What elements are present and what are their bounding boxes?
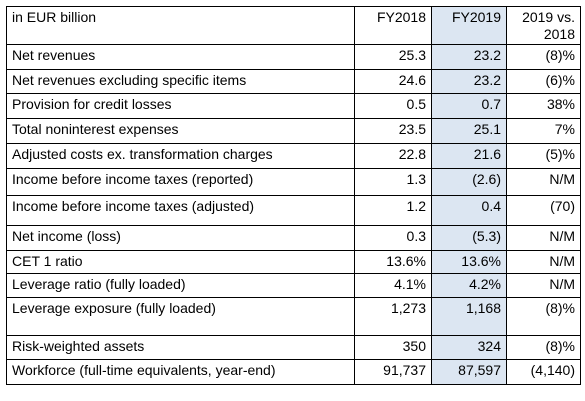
row-fy2018: 24.6 xyxy=(354,69,432,94)
row-change: (4,140) xyxy=(506,359,581,385)
row-fy2018: 0.3 xyxy=(354,225,432,251)
row-fy2019: 0.4 xyxy=(431,195,507,226)
row-fy2018: 1,273 xyxy=(354,297,432,336)
row-change: N/M xyxy=(506,225,581,251)
row-fy2018: 22.8 xyxy=(354,143,432,169)
header-unit: in EUR billion xyxy=(6,6,355,45)
row-fy2019: 87,597 xyxy=(431,359,507,385)
table-row: Income before income taxes (adjusted) 1.… xyxy=(6,195,581,226)
row-fy2018: 350 xyxy=(354,335,432,360)
row-fy2018: 1.3 xyxy=(354,168,432,196)
row-change: (6)% xyxy=(506,69,581,94)
row-fy2018: 1.2 xyxy=(354,195,432,226)
row-fy2019: 1,168 xyxy=(431,297,507,336)
row-fy2018: 23.5 xyxy=(354,118,432,144)
row-fy2019: 23.2 xyxy=(431,44,507,70)
table-row: Income before income taxes (reported) 1.… xyxy=(6,168,581,196)
row-fy2019: (2.6) xyxy=(431,168,507,196)
row-fy2018: 4.1% xyxy=(354,273,432,298)
row-change: (8)% xyxy=(506,44,581,70)
row-fy2019: 0.7 xyxy=(431,93,507,119)
table-row: Adjusted costs ex. transformation charge… xyxy=(6,143,581,169)
row-fy2019: 13.6% xyxy=(431,250,507,274)
row-label: Workforce (full-time equivalents, year-e… xyxy=(6,359,355,385)
row-fy2018: 25.3 xyxy=(354,44,432,70)
row-label: Income before income taxes (adjusted) xyxy=(6,195,355,226)
row-label: Net revenues excluding specific items xyxy=(6,69,355,94)
row-fy2018: 91,737 xyxy=(354,359,432,385)
row-fy2019: 4.2% xyxy=(431,273,507,298)
table-header-row: in EUR billion FY2018 FY2019 2019 vs. 20… xyxy=(6,6,581,45)
row-fy2019: 324 xyxy=(431,335,507,360)
row-label: Provision for credit losses xyxy=(6,93,355,119)
table-row: Risk-weighted assets 350 324 (8)% xyxy=(6,335,581,360)
row-change: (5)% xyxy=(506,143,581,169)
row-change: N/M xyxy=(506,250,581,274)
table-row: CET 1 ratio 13.6% 13.6% N/M xyxy=(6,250,581,274)
row-fy2018: 13.6% xyxy=(354,250,432,274)
table-row: Leverage ratio (fully loaded) 4.1% 4.2% … xyxy=(6,273,581,298)
row-change: N/M xyxy=(506,168,581,196)
row-label: Total noninterest expenses xyxy=(6,118,355,144)
header-fy2019: FY2019 xyxy=(431,6,507,45)
row-change: 7% xyxy=(506,118,581,144)
table-row: Provision for credit losses 0.5 0.7 38% xyxy=(6,93,581,119)
row-label: Net income (loss) xyxy=(6,225,355,251)
row-label: Income before income taxes (reported) xyxy=(6,168,355,196)
row-fy2018: 0.5 xyxy=(354,93,432,119)
table-row: Net revenues 25.3 23.2 (8)% xyxy=(6,44,581,70)
financial-summary-table: in EUR billion FY2018 FY2019 2019 vs. 20… xyxy=(6,6,581,385)
row-fy2019: 25.1 xyxy=(431,118,507,144)
header-fy2018: FY2018 xyxy=(354,6,432,45)
row-label: Leverage exposure (fully loaded) xyxy=(6,297,355,336)
row-label: CET 1 ratio xyxy=(6,250,355,274)
row-fy2019: (5.3) xyxy=(431,225,507,251)
table-row: Workforce (full-time equivalents, year-e… xyxy=(6,359,581,385)
row-fy2019: 21.6 xyxy=(431,143,507,169)
row-change: N/M xyxy=(506,273,581,298)
row-change: (8)% xyxy=(506,335,581,360)
row-label: Net revenues xyxy=(6,44,355,70)
table-row: Net revenues excluding specific items 24… xyxy=(6,69,581,94)
table-row: Net income (loss) 0.3 (5.3) N/M xyxy=(6,225,581,251)
row-label: Risk-weighted assets xyxy=(6,335,355,360)
row-change: (8)% xyxy=(506,297,581,336)
table-row: Total noninterest expenses 23.5 25.1 7% xyxy=(6,118,581,144)
row-label: Leverage ratio (fully loaded) xyxy=(6,273,355,298)
row-change: (70) xyxy=(506,195,581,226)
row-change: 38% xyxy=(506,93,581,119)
header-change: 2019 vs. 2018 xyxy=(506,6,581,45)
table-row: Leverage exposure (fully loaded) 1,273 1… xyxy=(6,297,581,336)
row-fy2019: 23.2 xyxy=(431,69,507,94)
row-label: Adjusted costs ex. transformation charge… xyxy=(6,143,355,169)
